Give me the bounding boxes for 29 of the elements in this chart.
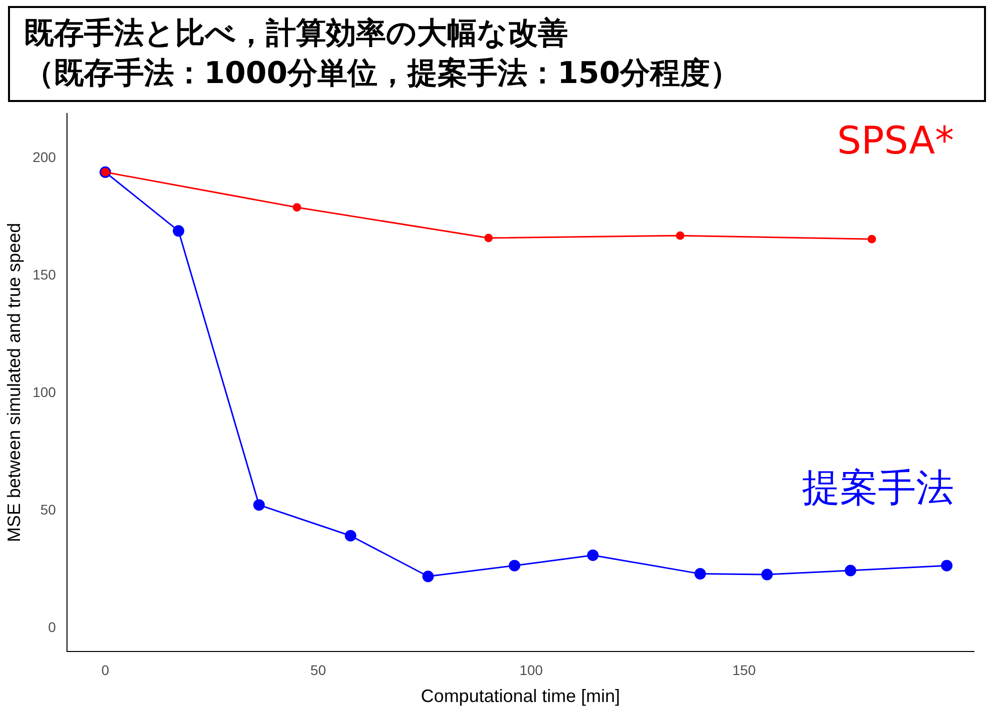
point: [940, 560, 952, 572]
y-axis-title: MSE between simulated and true speed: [4, 222, 24, 542]
y-tick-label: 150: [32, 266, 56, 282]
point: [694, 568, 706, 580]
x-tick-label: 100: [519, 662, 544, 678]
point: [844, 564, 856, 576]
point: [587, 549, 599, 561]
point: [344, 530, 356, 542]
x-tick-label: 0: [101, 662, 110, 678]
y-tick-label: 0: [48, 618, 56, 635]
text: SPSA*: [837, 118, 954, 162]
point: [508, 560, 520, 572]
y-tick-label: 200: [32, 148, 56, 165]
y-tick-label: 100: [32, 384, 56, 400]
x-tick-label: 150: [732, 662, 756, 678]
point: [868, 234, 876, 244]
x-tick-label: 50: [310, 662, 326, 678]
point: [676, 231, 684, 240]
series-label: 提案手法: [802, 465, 954, 510]
point: [484, 234, 493, 242]
text: 既存手法と比べ，計算効率の大幅な改善: [24, 15, 569, 53]
y-tick-label: 50: [40, 501, 56, 518]
point: [761, 568, 773, 580]
point: [292, 203, 302, 212]
text: （既存手法：1000分単位，提案手法：150分程度）: [24, 55, 742, 93]
point: [253, 499, 265, 511]
point: [172, 225, 184, 237]
point: [422, 570, 434, 582]
x-axis-title: Computational time [min]: [420, 686, 620, 706]
